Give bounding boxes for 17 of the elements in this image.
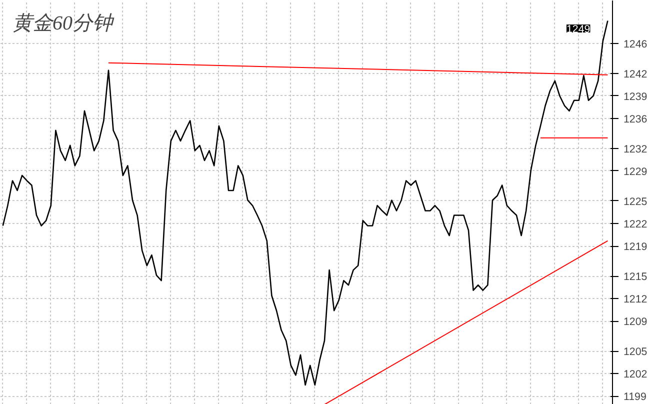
y-tick-label: 1209: [624, 316, 648, 328]
y-tick-label: 1225: [624, 196, 648, 208]
y-tick-label: 1239: [624, 90, 648, 103]
y-tick-label: 1205: [624, 346, 648, 358]
y-tick-label: 1236: [624, 113, 648, 126]
y-tick-label: 1219: [624, 241, 648, 254]
y-tick-label: 1212: [624, 294, 648, 306]
y-tick-label: 1229: [624, 166, 648, 178]
y-tick-label: 1215: [624, 271, 648, 284]
y-tick-label: 1232: [624, 143, 648, 156]
y-tick-label: 1202: [624, 368, 648, 381]
annotation: 1249: [566, 24, 590, 36]
y-tick-label: 1246: [624, 38, 648, 50]
y-tick-label: 1222: [624, 218, 648, 231]
y-tick-label: 1199: [624, 391, 646, 404]
text: 黄金60分钟: [12, 12, 114, 34]
y-tick-label: 1242: [624, 68, 648, 80]
